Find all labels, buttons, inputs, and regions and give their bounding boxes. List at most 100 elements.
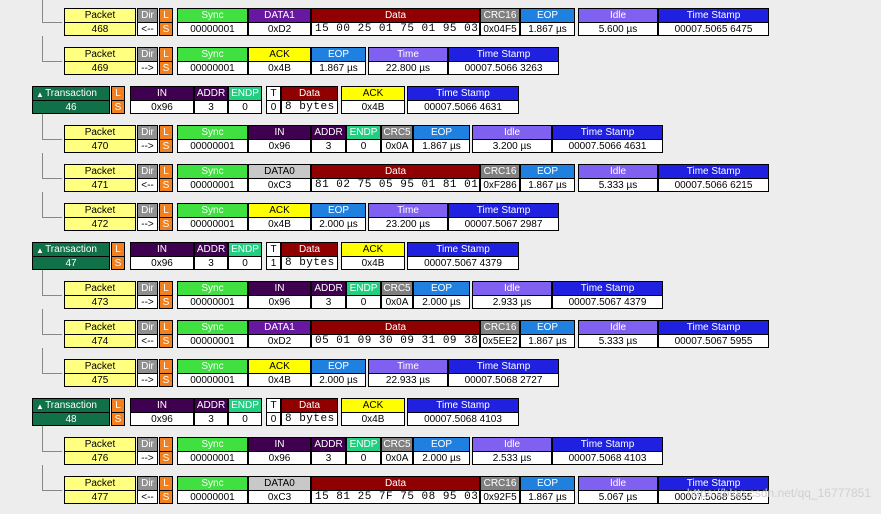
packet-number[interactable]: Packet 476 [64, 437, 136, 465]
ack-handshake-header: ACK [342, 243, 404, 256]
sync-field: Sync 00000001 [177, 359, 248, 387]
speed-l: L [112, 87, 124, 100]
sync-field-header: Sync [178, 438, 247, 451]
pid-field-header: ACK [249, 48, 310, 61]
timestamp: Time Stamp 00007.5066 3263 [448, 47, 559, 75]
data-summary-header: Data [282, 243, 337, 256]
timestamp-value: 00007.5068 5655 [659, 490, 768, 503]
idle-field-value: 5.333 µs [579, 178, 657, 191]
timestamp-value: 00007.5068 2727 [449, 373, 558, 386]
in-token-value: 0x96 [131, 100, 193, 113]
packet-number[interactable]: Packet 474 [64, 320, 136, 348]
direction: Dir --> [137, 125, 158, 153]
tree-branch [42, 139, 62, 140]
sync-field-header: Sync [178, 126, 247, 139]
expand-icon[interactable]: ▲ [36, 402, 44, 411]
pid-field-value: 0x4B [249, 61, 310, 74]
toggle-field-value: 0 [267, 100, 280, 113]
speed-l: L [160, 9, 172, 22]
tree-line [42, 270, 43, 295]
eop-field: EOP 2.000 µs [413, 437, 470, 465]
idle-field: Idle 3.200 µs [472, 125, 552, 153]
sync-field-value: 00000001 [178, 22, 247, 35]
timestamp-header: Time Stamp [659, 321, 768, 334]
data-summary: Data 8 bytes [281, 398, 338, 426]
tree-branch [42, 451, 62, 452]
packet-number[interactable]: Packet 471 [64, 164, 136, 192]
expand-icon[interactable]: ▲ [36, 90, 44, 99]
speed-l: L [160, 438, 172, 451]
direction-value: <-- [138, 490, 157, 503]
pid-field-header: DATA0 [249, 477, 310, 490]
endp-field: ENDP 0 [346, 125, 381, 153]
pid-field: ACK 0x4B [248, 47, 311, 75]
crc16-field: CRC16 0x92F5 [480, 476, 520, 504]
idle-field-header: Idle [579, 321, 657, 334]
speed-s: S [112, 412, 124, 425]
tree-branch [42, 373, 62, 374]
in-token: IN 0x96 [130, 398, 194, 426]
timestamp-value: 00007.5067 4379 [553, 295, 662, 308]
sync-field: Sync 00000001 [177, 125, 248, 153]
expand-icon[interactable]: ▲ [36, 246, 44, 255]
sync-field: Sync 00000001 [177, 164, 248, 192]
packet-number[interactable]: Packet 468 [64, 8, 136, 36]
time-field: Time 22.933 µs [368, 359, 448, 387]
packet-number[interactable]: Packet 470 [64, 125, 136, 153]
data-summary-header: Data [282, 399, 337, 412]
packet-number[interactable]: Packet 475 [64, 359, 136, 387]
sync-field: Sync 00000001 [177, 320, 248, 348]
endp-field-header: ENDP [229, 87, 261, 100]
sync-field: Sync 00000001 [177, 203, 248, 231]
packet-number[interactable]: Packet 469 [64, 47, 136, 75]
pid-field-value: 0x4B [249, 373, 310, 386]
idle-field-header: Idle [473, 126, 551, 139]
sync-field: Sync 00000001 [177, 8, 248, 36]
direction: Dir --> [137, 47, 158, 75]
data-payload-value: 15 81 25 7F 75 08 95 03 [312, 490, 479, 503]
in-token: IN 0x96 [130, 242, 194, 270]
idle-field: Idle 5.067 µs [578, 476, 658, 504]
packet-number[interactable]: Packet 477 [64, 476, 136, 504]
transaction-number[interactable]: Transaction ▲ 48 [32, 398, 110, 426]
timestamp-value: 00007.5065 6475 [659, 22, 768, 35]
tree-line [42, 426, 43, 451]
sync-field-value: 00000001 [178, 178, 247, 191]
idle-field-value: 5.600 µs [579, 22, 657, 35]
timestamp-header: Time Stamp [449, 360, 558, 373]
endp-field-header: ENDP [229, 399, 261, 412]
data-summary-header: Data [282, 87, 337, 100]
sync-field-value: 00000001 [178, 217, 247, 230]
transaction-number[interactable]: Transaction ▲ 46 [32, 86, 110, 114]
transaction-number[interactable]: Transaction ▲ 47 [32, 242, 110, 270]
transaction-number-header: Transaction ▲ [33, 87, 109, 100]
pid-field: DATA1 0xD2 [248, 8, 311, 36]
tree-branch [42, 61, 62, 62]
ack-handshake-value: 0x4B [342, 412, 404, 425]
data-payload-value: 15 00 25 01 75 01 95 03 [312, 22, 479, 35]
packet-number[interactable]: Packet 472 [64, 203, 136, 231]
sync-field-value: 00000001 [178, 334, 247, 347]
timestamp-header: Time Stamp [449, 48, 558, 61]
packet-number[interactable]: Packet 473 [64, 281, 136, 309]
direction-header: Dir [138, 165, 157, 178]
addr-field: ADDR 3 [194, 86, 228, 114]
direction-value: <-- [138, 178, 157, 191]
endp-field-value: 0 [347, 451, 380, 464]
in-token-header: IN [131, 87, 193, 100]
packet-number-header: Packet [65, 48, 135, 61]
timestamp: Time Stamp 00007.5068 2727 [448, 359, 559, 387]
time-field-header: Time [369, 204, 447, 217]
sync-field: Sync 00000001 [177, 437, 248, 465]
speed-l: L [112, 399, 124, 412]
tree-branch [42, 490, 62, 491]
direction-value: <-- [138, 22, 157, 35]
eop-field-value: 1.867 µs [521, 178, 574, 191]
timestamp: Time Stamp 00007.5067 4379 [552, 281, 663, 309]
transaction-number-value: 48 [33, 412, 109, 425]
timestamp: Time Stamp 00007.5067 5955 [658, 320, 769, 348]
